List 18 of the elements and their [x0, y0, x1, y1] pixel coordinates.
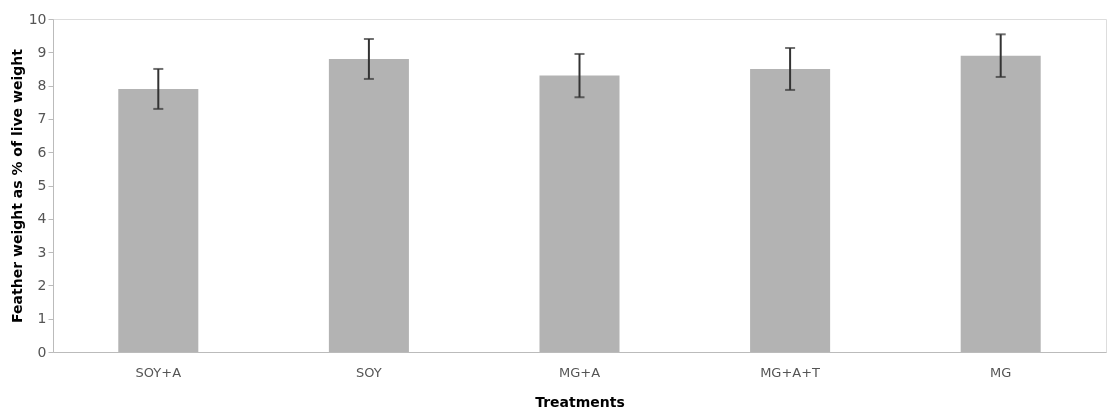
- y-tick-label: 9: [37, 43, 47, 60]
- y-tick-label: 3: [37, 243, 47, 260]
- y-tick-label: 4: [37, 210, 47, 227]
- x-tick-label: MG+A: [558, 364, 601, 380]
- y-axis-title: Feather weight as % of live weight: [8, 48, 25, 323]
- y-tick-label: 2: [37, 276, 47, 293]
- y-tick-label: 8: [37, 77, 47, 94]
- x-tick-label: SOY: [356, 364, 382, 380]
- y-tick-label: 7: [37, 110, 47, 127]
- y-tick-label: 0: [37, 343, 47, 360]
- x-tick-label: MG: [990, 364, 1012, 380]
- x-axis-title: Treatments: [535, 393, 625, 410]
- x-tick-label: SOY+A: [135, 364, 182, 380]
- y-tick-label: 5: [37, 177, 47, 193]
- x-tick-label: MG+A+T: [760, 364, 821, 380]
- y-tick-label: 10: [28, 10, 47, 27]
- y-tick-label: 1: [37, 310, 47, 327]
- y-tick-label: 6: [37, 143, 47, 160]
